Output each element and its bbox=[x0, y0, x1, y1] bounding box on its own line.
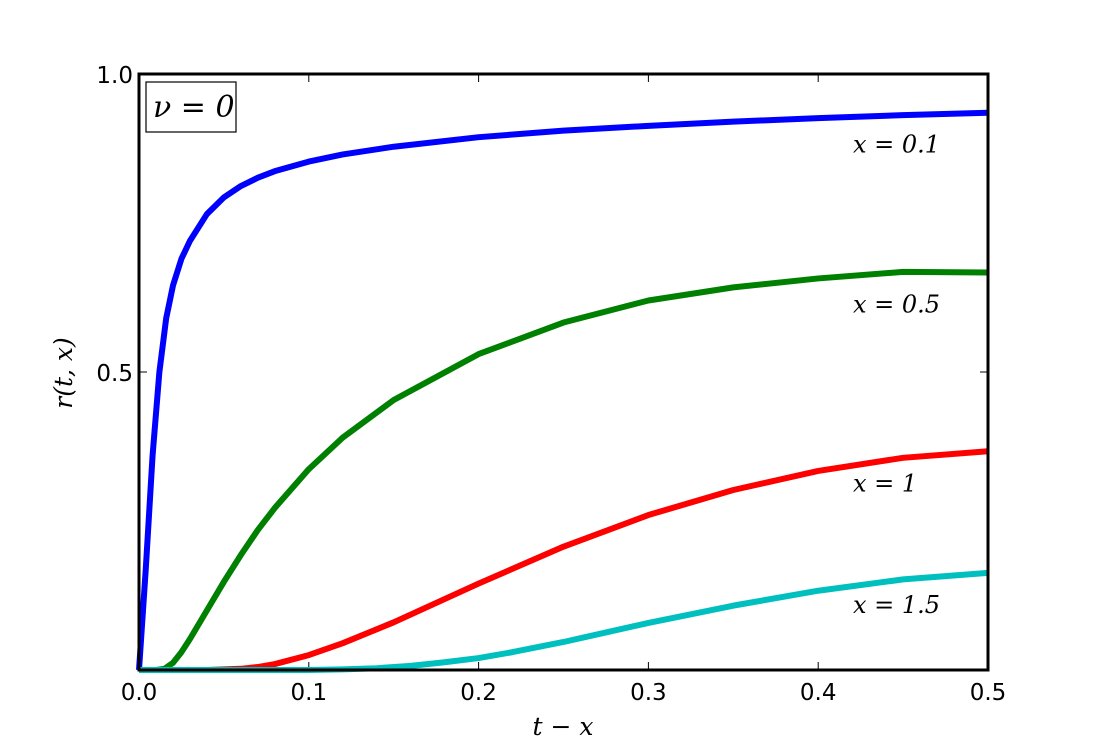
x-tick-label: 0.2 bbox=[460, 680, 497, 706]
annotation-box: ν = 0 bbox=[145, 81, 237, 133]
x-tick-label: 0.4 bbox=[800, 680, 837, 706]
series-line-4 bbox=[139, 569, 989, 673]
x-tick-label: 0.5 bbox=[970, 680, 1007, 706]
series-label-3: x = 1 bbox=[853, 469, 917, 497]
x-tick-label: 0.0 bbox=[121, 680, 158, 706]
plot-frame bbox=[137, 72, 990, 672]
series-label-1: x = 0.1 bbox=[853, 131, 940, 159]
series-labels: x = 0.1 x = 0.5 x = 1 x = 1.5 bbox=[853, 131, 940, 619]
y-tick-label: 1.0 bbox=[96, 63, 133, 89]
x-tick-label: 0.1 bbox=[291, 680, 328, 706]
y-tick-label: 0.5 bbox=[96, 361, 133, 387]
x-axis-label: t − x bbox=[533, 712, 594, 741]
y-axis-label: r(t, x) bbox=[49, 337, 78, 409]
series-label-4: x = 1.5 bbox=[853, 591, 940, 619]
series-line-1 bbox=[136, 109, 989, 671]
tick-labels: 0.0 0.1 0.2 0.3 0.4 0.5 0.5 1.0 bbox=[96, 63, 1006, 706]
axis-ticks bbox=[138, 73, 989, 670]
plot-series bbox=[136, 109, 989, 673]
x-tick-label: 0.3 bbox=[630, 680, 667, 706]
series-label-2: x = 0.5 bbox=[853, 290, 940, 318]
annotation-text: ν = 0 bbox=[153, 90, 235, 125]
series-line-2 bbox=[139, 268, 989, 673]
